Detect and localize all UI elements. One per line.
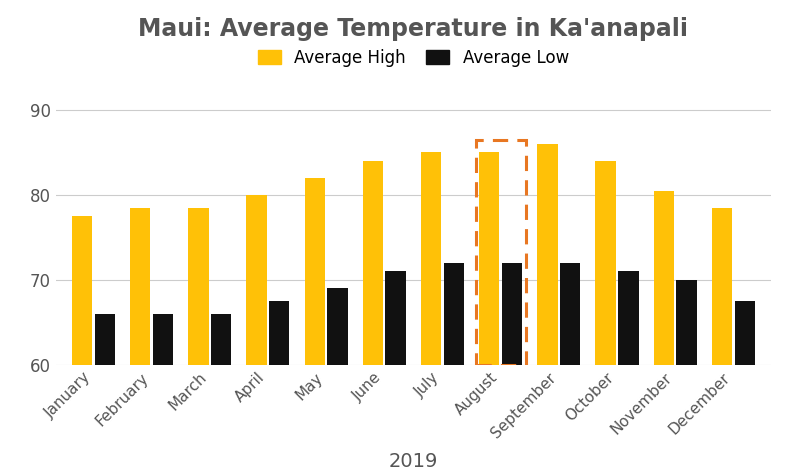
Bar — [560, 263, 580, 468]
Bar — [328, 288, 347, 468]
Bar — [304, 178, 325, 468]
Bar — [188, 208, 208, 468]
Bar — [246, 195, 267, 468]
Bar — [653, 190, 674, 468]
Bar — [595, 161, 616, 468]
Bar — [502, 263, 522, 468]
Bar — [479, 152, 499, 468]
Bar — [211, 314, 231, 468]
Bar — [363, 161, 383, 468]
Bar — [537, 144, 557, 468]
Bar — [444, 263, 464, 468]
Bar — [712, 208, 732, 468]
Bar — [95, 314, 115, 468]
Bar — [72, 216, 92, 468]
Bar — [270, 301, 289, 468]
Bar — [386, 271, 405, 468]
Bar — [735, 301, 755, 468]
Bar — [130, 208, 150, 468]
Bar — [619, 271, 638, 468]
Title: Maui: Average Temperature in Ka'anapali: Maui: Average Temperature in Ka'anapali — [138, 17, 688, 41]
Bar — [677, 280, 696, 468]
X-axis label: 2019: 2019 — [389, 452, 438, 468]
Bar — [153, 314, 173, 468]
Bar — [475, 139, 525, 365]
Bar — [421, 152, 441, 468]
Legend: Average High, Average Low: Average High, Average Low — [251, 42, 576, 73]
